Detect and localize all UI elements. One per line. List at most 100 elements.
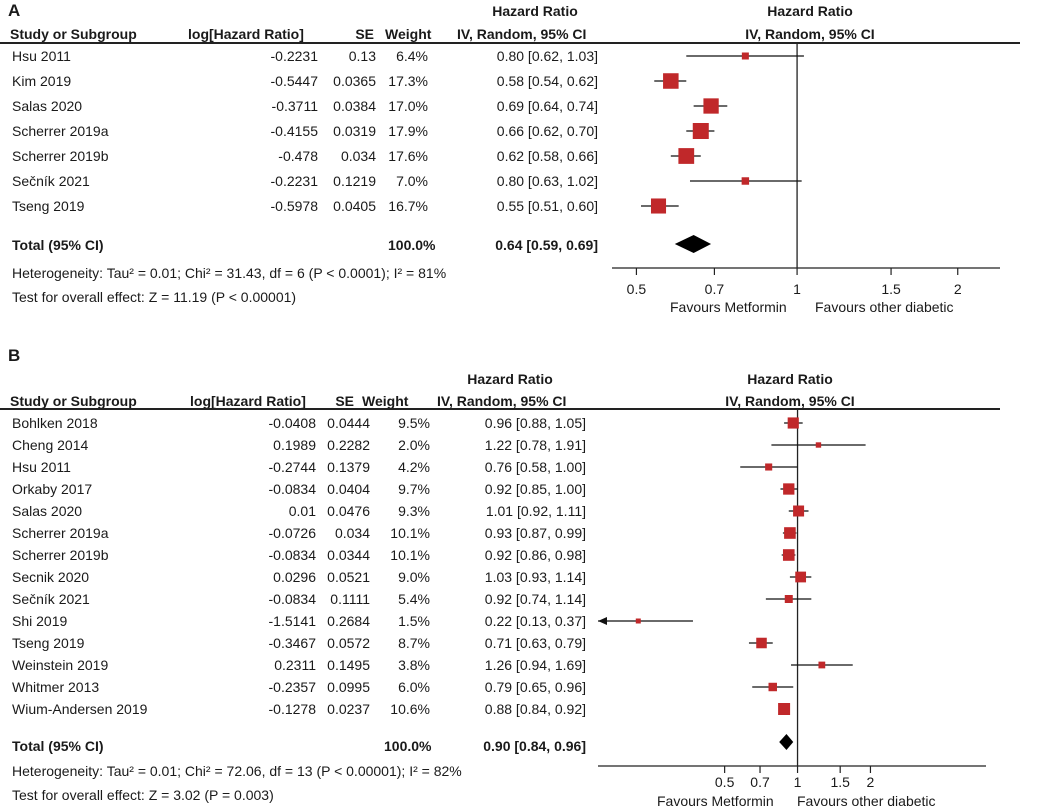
header-rule-b	[0, 408, 1000, 410]
se-value-b: 0.0404	[327, 481, 370, 497]
x-tick-label-a: 0.7	[705, 281, 725, 297]
col-weight-b: Weight	[362, 393, 409, 409]
study-name-b: Weinstein 2019	[12, 657, 109, 673]
ci-value-a: 0.62 [0.58, 0.66]	[496, 148, 598, 164]
study-marker-b	[784, 527, 796, 539]
study-marker-b	[778, 703, 791, 715]
ci-value-a: 0.66 [0.62, 0.70]	[496, 123, 598, 139]
se-value-a: 0.1219	[333, 173, 376, 189]
col-weight-a: Weight	[385, 26, 432, 42]
plot-header-b: Hazard Ratio	[747, 371, 833, 387]
se-value-b: 0.0521	[327, 569, 370, 585]
ci-value-b: 0.92 [0.85, 1.00]	[484, 481, 586, 497]
study-name-a: Scherrer 2019b	[12, 148, 109, 164]
hr-header-b: Hazard Ratio	[467, 371, 553, 387]
weight-value-b: 2.0%	[398, 437, 430, 453]
study-name-a: Tseng 2019	[12, 198, 85, 214]
log-hr-value-b: 0.2311	[274, 657, 316, 673]
log-hr-value-b: -0.3467	[268, 635, 316, 651]
study-marker-a	[650, 198, 667, 214]
col-study-a: Study or Subgroup	[10, 26, 137, 42]
study-name-b: Scherrer 2019a	[12, 525, 109, 541]
study-name-b: Hsu 2011	[12, 459, 71, 475]
study-marker-b	[783, 483, 795, 495]
se-value-b: 0.0476	[327, 503, 370, 519]
se-value-b: 0.0237	[327, 701, 370, 717]
col-ci-a: IV, Random, 95% CI	[457, 26, 587, 42]
ci-value-b: 0.96 [0.88, 1.05]	[484, 415, 586, 431]
se-value-b: 0.0572	[327, 635, 370, 651]
ci-value-a: 0.80 [0.62, 1.03]	[496, 48, 598, 64]
x-tick-label-a: 2	[954, 281, 962, 297]
ci-value-a: 0.58 [0.54, 0.62]	[496, 73, 598, 89]
panel-b-label: B	[8, 346, 21, 365]
col-se-b: SE	[335, 393, 354, 409]
study-name-b: Orkaby 2017	[12, 481, 93, 497]
ci-value-b: 0.92 [0.86, 0.98]	[484, 547, 586, 563]
total-weight-b: 100.0%	[384, 738, 432, 754]
weight-value-b: 10.1%	[390, 547, 430, 563]
x-tick-label-b: 1	[794, 774, 802, 790]
weight-value-b: 4.2%	[398, 459, 430, 475]
se-value-a: 0.0365	[333, 73, 376, 89]
weight-value-a: 17.3%	[388, 73, 428, 89]
log-hr-value-a: -0.478	[278, 148, 318, 164]
plot-header-a: Hazard Ratio	[767, 3, 853, 19]
weight-value-a: 17.9%	[388, 123, 428, 139]
x-tick-label-b: 0.7	[750, 774, 770, 790]
hr-header-a: Hazard Ratio	[492, 3, 578, 19]
x-tick-label-a: 0.5	[627, 281, 647, 297]
total-label-b: Total (95% CI)	[12, 738, 104, 754]
log-hr-value-b: -0.0726	[268, 525, 316, 541]
heterogeneity-a: Heterogeneity: Tau² = 0.01; Chi² = 31.43…	[12, 265, 447, 281]
ci-value-b: 0.71 [0.63, 0.79]	[484, 635, 586, 651]
study-name-b: Bohlken 2018	[12, 415, 98, 431]
favours-left-a: Favours Metformin	[670, 299, 787, 315]
study-marker-a	[703, 98, 719, 114]
study-marker-b	[768, 682, 777, 692]
study-name-a: Salas 2020	[12, 98, 83, 114]
study-marker-a	[741, 52, 749, 60]
header-rule-a	[0, 42, 1020, 44]
x-tick-label-a: 1.5	[881, 281, 901, 297]
study-marker-a	[741, 177, 750, 185]
study-marker-b	[782, 549, 795, 561]
weight-value-b: 9.7%	[398, 481, 430, 497]
se-value-b: 0.2282	[327, 437, 370, 453]
study-name-b: Cheng 2014	[12, 437, 89, 453]
favours-right-b: Favours other diabetic	[797, 793, 936, 809]
study-name-b: Salas 2020	[12, 503, 83, 519]
se-value-a: 0.0319	[333, 123, 376, 139]
x-tick-label-b: 2	[867, 774, 875, 790]
total-ci-b: 0.90 [0.84, 0.96]	[483, 738, 586, 754]
log-hr-value-b: 0.1989	[273, 437, 316, 453]
log-hr-value-b: -0.0834	[268, 547, 316, 563]
study-marker-b	[756, 637, 767, 649]
weight-value-b: 10.6%	[390, 701, 430, 717]
se-value-a: 0.13	[348, 48, 376, 64]
col-study-b: Study or Subgroup	[10, 393, 137, 409]
favours-right-a: Favours other diabetic	[815, 299, 954, 315]
weight-value-a: 16.7%	[388, 198, 428, 214]
ci-value-b: 0.79 [0.65, 0.96]	[484, 679, 586, 695]
study-name-b: Sečník 2021	[12, 591, 90, 607]
pooled-diamond-a	[674, 235, 712, 253]
se-value-a: 0.0384	[333, 98, 376, 114]
ci-value-b: 0.76 [0.58, 1.00]	[484, 459, 586, 475]
weight-value-b: 10.1%	[390, 525, 430, 541]
study-name-b: Scherrer 2019b	[12, 547, 109, 563]
study-marker-b	[795, 571, 807, 583]
se-value-a: 0.034	[340, 148, 376, 164]
overall-effect-a: Test for overall effect: Z = 11.19 (P < …	[12, 289, 297, 305]
log-hr-value-b: -0.2744	[268, 459, 316, 475]
study-marker-a	[663, 73, 679, 89]
se-value-b: 0.034	[334, 525, 370, 541]
x-tick-label-a: 1	[793, 281, 801, 297]
log-hr-value-a: -0.2231	[270, 173, 318, 189]
ci-value-b: 0.88 [0.84, 0.92]	[484, 701, 586, 717]
ci-value-b: 1.22 [0.78, 1.91]	[484, 437, 586, 453]
log-hr-value-a: -0.4155	[270, 123, 318, 139]
log-hr-value-b: 0.01	[288, 503, 316, 519]
study-marker-b	[818, 661, 826, 669]
